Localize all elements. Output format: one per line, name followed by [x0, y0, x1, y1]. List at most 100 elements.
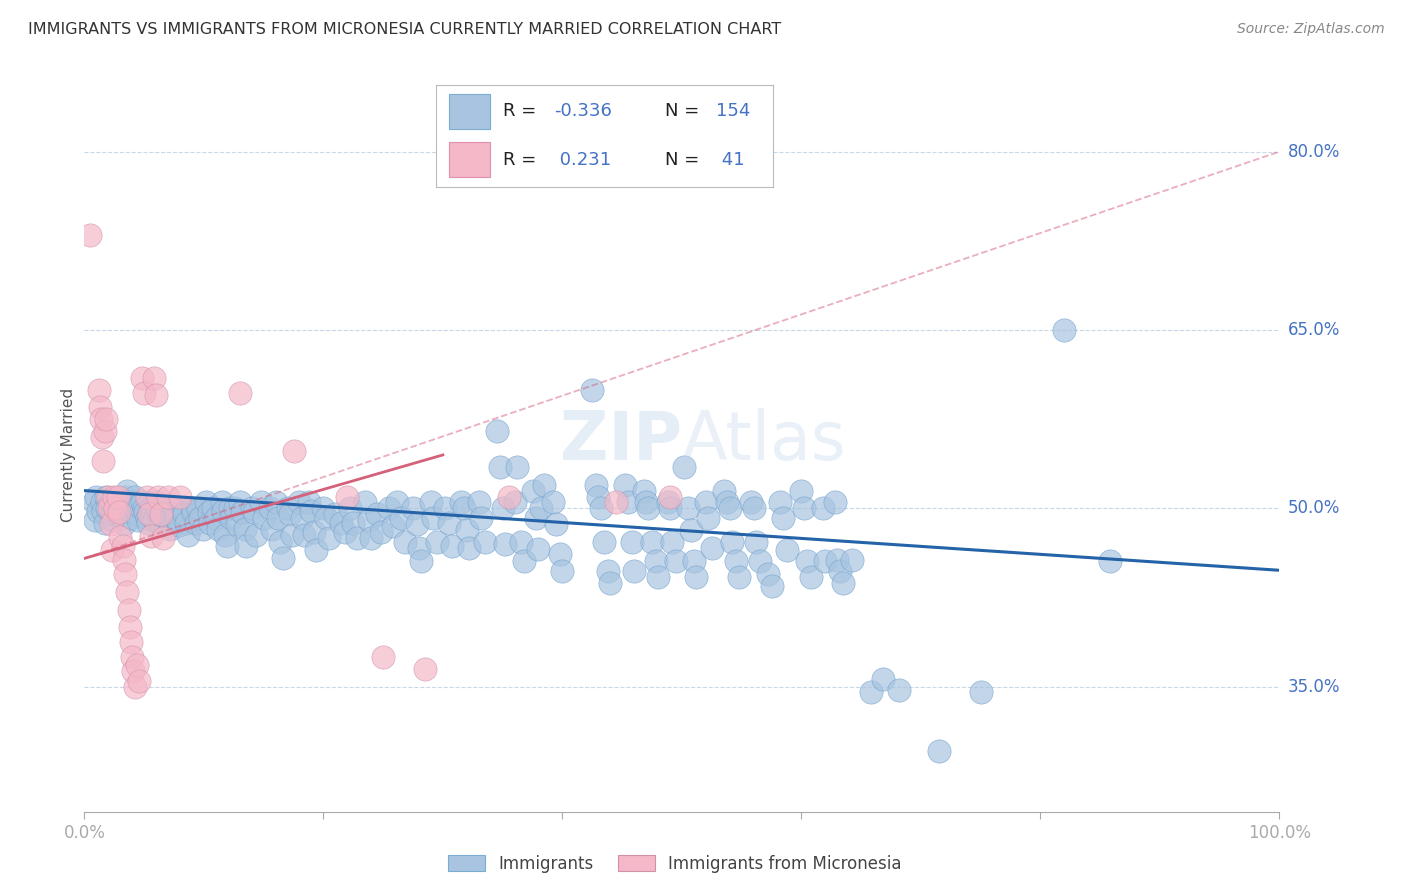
Point — [89, 401, 111, 415]
Point — [148, 490, 170, 504]
Point — [169, 490, 191, 504]
Point — [748, 554, 770, 568]
Point — [387, 495, 409, 509]
Point — [224, 501, 246, 516]
Point — [346, 531, 368, 545]
Point — [360, 531, 382, 545]
Point — [120, 634, 142, 648]
Point — [357, 513, 380, 527]
Point — [125, 501, 148, 516]
Point — [149, 513, 172, 527]
Point — [110, 530, 132, 544]
Point — [145, 388, 167, 402]
Point — [527, 541, 550, 556]
Point — [94, 490, 117, 504]
Point — [685, 570, 707, 584]
Point — [135, 511, 157, 525]
Point — [605, 495, 627, 509]
Point — [522, 483, 544, 498]
Text: R =: R = — [503, 103, 537, 120]
Text: 50.0%: 50.0% — [1288, 500, 1340, 517]
Point — [101, 513, 124, 527]
Point — [188, 511, 211, 525]
FancyBboxPatch shape — [450, 94, 489, 128]
Point — [389, 511, 412, 525]
Point — [474, 534, 496, 549]
Point — [136, 516, 159, 530]
Point — [138, 508, 160, 522]
Point — [131, 495, 153, 509]
Point — [718, 501, 741, 516]
Point — [811, 501, 834, 516]
Point — [467, 495, 491, 509]
Point — [596, 565, 619, 579]
Point — [796, 554, 818, 568]
Point — [250, 495, 273, 509]
Text: 154: 154 — [716, 103, 751, 120]
Point — [411, 554, 433, 568]
Point — [394, 534, 416, 549]
Point — [120, 511, 142, 525]
Point — [172, 501, 194, 516]
Point — [657, 495, 679, 509]
Point — [620, 534, 643, 549]
Point — [149, 518, 172, 533]
Point — [97, 490, 120, 504]
Point — [1098, 554, 1121, 568]
Point — [661, 534, 683, 549]
Point — [450, 495, 472, 509]
Point — [152, 499, 174, 513]
Point — [86, 504, 108, 518]
Point — [121, 495, 143, 509]
Point — [599, 576, 621, 591]
Point — [585, 477, 607, 491]
Point — [122, 665, 145, 679]
Point — [413, 662, 436, 676]
Point — [91, 495, 114, 509]
Point — [205, 511, 228, 525]
Point — [128, 673, 150, 688]
Point — [728, 570, 751, 584]
Point — [530, 501, 553, 516]
Point — [928, 744, 950, 758]
Point — [100, 516, 122, 531]
Point — [458, 541, 481, 555]
Point — [330, 516, 353, 530]
Point — [453, 501, 475, 516]
Point — [658, 490, 681, 504]
Point — [305, 543, 328, 558]
Point — [269, 534, 291, 549]
Point — [354, 495, 377, 509]
Point — [180, 501, 202, 516]
Point — [756, 566, 779, 581]
Text: 41: 41 — [716, 151, 745, 169]
Point — [676, 501, 699, 516]
Point — [437, 516, 460, 530]
Point — [740, 495, 762, 509]
Point — [184, 516, 207, 530]
Point — [142, 513, 165, 527]
Point — [163, 501, 186, 516]
Point — [112, 516, 135, 531]
Point — [378, 501, 401, 516]
Point — [211, 495, 233, 509]
Point — [434, 501, 457, 516]
Point — [470, 511, 492, 525]
Point — [872, 672, 894, 686]
Point — [245, 527, 267, 541]
Point — [683, 554, 704, 568]
Point — [546, 516, 568, 531]
Point — [419, 495, 441, 509]
Point — [695, 495, 717, 509]
Text: N =: N = — [665, 103, 700, 120]
Point — [124, 680, 146, 694]
Point — [697, 511, 720, 525]
Point — [221, 511, 243, 525]
Point — [793, 501, 815, 516]
Text: Source: ZipAtlas.com: Source: ZipAtlas.com — [1237, 22, 1385, 37]
Point — [90, 412, 112, 426]
Point — [617, 495, 640, 509]
Point — [134, 505, 156, 519]
Point — [219, 501, 242, 516]
Point — [165, 505, 187, 519]
